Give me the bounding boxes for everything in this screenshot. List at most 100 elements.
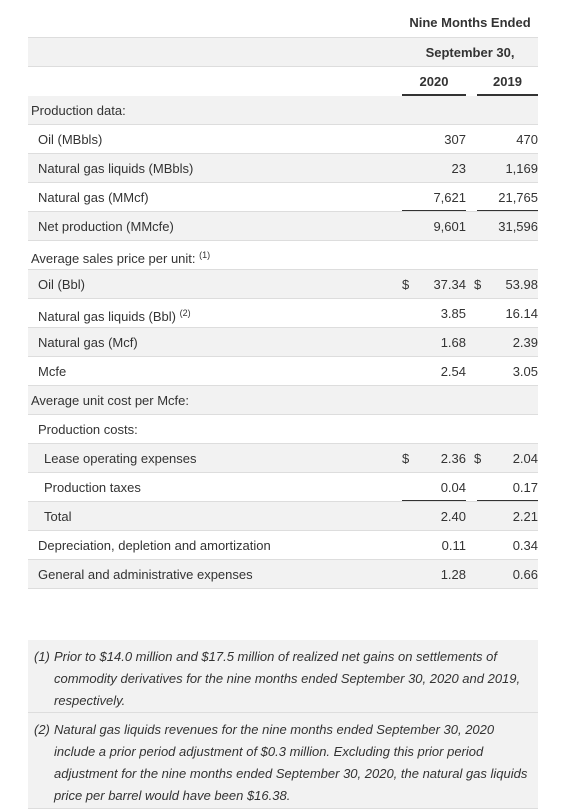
- footnote-text: Natural gas liquids revenues for the nin…: [54, 722, 528, 803]
- year-header: 2019: [493, 74, 522, 89]
- label-text: Total: [44, 509, 72, 524]
- value-2019: 31,596: [498, 219, 538, 234]
- label-text: Oil (MBbls): [38, 132, 103, 147]
- value-2020: 1.28: [440, 567, 466, 582]
- label-text: Natural gas (Mcf): [38, 335, 138, 350]
- total-underline: [402, 210, 466, 211]
- header-row: [28, 6, 538, 38]
- table-row: [28, 415, 538, 444]
- footnote-marker: (1): [34, 649, 50, 664]
- value-2019: 1,169: [505, 161, 538, 176]
- footnote-ref: (1): [199, 250, 211, 260]
- row-label: Average unit cost per Mcfe:: [31, 386, 189, 415]
- row-label: Production data:: [31, 96, 126, 125]
- header-row: [28, 38, 538, 67]
- row-label: Production taxes: [44, 473, 141, 502]
- row-label: Natural gas liquids (Bbl) (2): [38, 299, 191, 331]
- period-header: Nine Months Ended: [409, 15, 531, 30]
- table-row: [28, 444, 538, 473]
- footnote-text: Prior to $14.0 million and $17.5 million…: [54, 649, 521, 708]
- label-text: Natural gas (MMcf): [38, 190, 149, 205]
- row-label: Natural gas (MMcf): [38, 183, 149, 212]
- total-underline: [477, 500, 538, 501]
- total-underline: [477, 210, 538, 211]
- label-text: Oil (Bbl): [38, 277, 85, 292]
- label-text: Production costs:: [38, 422, 138, 437]
- row-label: Net production (MMcfe): [38, 212, 174, 241]
- row-label: General and administrative expenses: [38, 560, 253, 589]
- value-2019: 53.98: [505, 277, 538, 292]
- row-label: Natural gas (Mcf): [38, 328, 138, 357]
- table-row: [28, 357, 538, 386]
- year-header: 2020: [419, 74, 449, 89]
- label-text: Mcfe: [38, 364, 67, 379]
- table-row: [28, 212, 538, 241]
- header-underline: [477, 94, 538, 96]
- value-2020: 2.54: [440, 364, 466, 379]
- total-underline: [402, 500, 466, 501]
- row-label: Oil (Bbl): [38, 270, 85, 299]
- row-label: Depreciation, depletion and amortization: [38, 531, 271, 560]
- currency: $: [402, 451, 410, 466]
- value-2019: 470: [516, 132, 538, 147]
- row-label: Production costs:: [38, 415, 138, 444]
- value-2020: 23: [451, 161, 466, 176]
- label-text: Net production (MMcfe): [38, 219, 174, 234]
- row-label: Oil (MBbls): [38, 125, 102, 154]
- label-text: Lease operating expenses: [44, 451, 197, 466]
- currency: $: [474, 277, 482, 292]
- value-2020: 1.68: [440, 335, 466, 350]
- value-2020: 9,601: [433, 219, 466, 234]
- row-label: Average sales price per unit: (1): [31, 241, 210, 273]
- label-text: General and administrative expenses: [38, 567, 253, 582]
- footnote-marker: (2): [34, 722, 50, 737]
- value-2020: 2.40: [440, 509, 466, 524]
- value-2019: 0.66: [512, 567, 538, 582]
- table-row: [28, 386, 538, 415]
- table-row: [28, 241, 538, 270]
- footnote: (1) Prior to $14.0 million and $17.5 mill…: [28, 640, 538, 713]
- table-row: [28, 183, 538, 212]
- row-label: Lease operating expenses: [44, 444, 197, 473]
- value-2020: 3.85: [440, 306, 466, 321]
- value-2019: 21,765: [498, 190, 538, 205]
- label-text: Average sales price per unit:: [31, 251, 196, 266]
- row-label: Mcfe: [38, 357, 66, 386]
- row-label: Total: [44, 502, 71, 531]
- value-2020: 7,621: [433, 190, 466, 205]
- footnote: (2) Natural gas liquids revenues for the …: [28, 713, 538, 809]
- value-2020: 2.36: [440, 451, 466, 466]
- label-text: Production taxes: [44, 480, 141, 495]
- value-2019: 16.14: [505, 306, 538, 321]
- value-2019: 0.17: [512, 480, 538, 495]
- table-row: [28, 270, 538, 299]
- value-2020: 307: [444, 132, 466, 147]
- value-2019: 2.39: [512, 335, 538, 350]
- table-row: [28, 531, 538, 560]
- value-2020: 0.11: [441, 538, 466, 553]
- date-header: September 30,: [425, 45, 515, 60]
- table-row: [28, 125, 538, 154]
- table-row: [28, 473, 538, 502]
- label-text: Depreciation, depletion and amortization: [38, 538, 271, 553]
- header-underline: [402, 94, 466, 96]
- table-row: [28, 154, 538, 183]
- value-2019: 2.21: [512, 509, 538, 524]
- label-text: Average unit cost per Mcfe:: [31, 393, 190, 408]
- label-text: Natural gas liquids (Bbl): [38, 309, 177, 324]
- table-row: [28, 502, 538, 531]
- table-row: [28, 328, 538, 357]
- value-2020: 37.34: [433, 277, 466, 292]
- footnote-ref: (2): [179, 308, 191, 318]
- table-row: [28, 560, 538, 589]
- table-row: [28, 96, 538, 125]
- value-2019: 3.05: [512, 364, 538, 379]
- currency: $: [402, 277, 410, 292]
- currency: $: [474, 451, 482, 466]
- row-label: Natural gas liquids (MBbls): [38, 154, 193, 183]
- value-2019: 0.34: [512, 538, 538, 553]
- value-2020: 0.04: [440, 480, 466, 495]
- table-row: [28, 299, 538, 328]
- label-text: Natural gas liquids (MBbls): [38, 161, 194, 176]
